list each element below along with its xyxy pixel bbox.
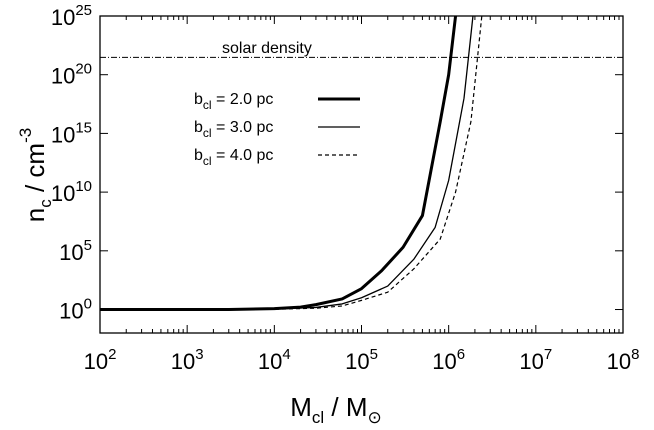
y-axis-title: nc / cm-3 (16, 128, 55, 222)
legend-label-2: bcl = 3.0 pc (194, 119, 273, 140)
series-layer (100, 16, 483, 312)
y-tick-label: 1020 (51, 61, 92, 89)
legend-label-1: bcl = 2.0 pc (194, 91, 273, 112)
x-tick-label: 102 (84, 346, 117, 374)
x-tick-label: 105 (345, 346, 378, 374)
legend: bcl = 2.0 pc bcl = 3.0 pc bcl = 4.0 pc (194, 91, 360, 168)
y-tick-label: 100 (59, 296, 92, 324)
x-axis-title: Mcl / M⊙ (290, 392, 382, 427)
y-tick-labels: 100 105 1010 1015 1020 1025 (51, 2, 92, 324)
y-tick-label: 105 (59, 237, 92, 265)
legend-label-3: bcl = 4.0 pc (194, 147, 273, 168)
x-tick-label: 107 (519, 346, 552, 374)
x-tick-labels: 102 103 104 105 106 107 108 (84, 346, 640, 374)
sun-symbol: ⊙ (368, 408, 382, 427)
x-tick-label: 106 (432, 346, 465, 374)
x-tick-label: 108 (607, 346, 640, 374)
series-line-1 (100, 16, 458, 312)
plot-frame (99, 15, 624, 334)
x-tick-label: 103 (171, 346, 204, 374)
series-line-3 (100, 16, 483, 311)
x-tick-label: 104 (258, 346, 291, 374)
y-tick-label: 1015 (51, 119, 92, 147)
y-tick-label: 1025 (51, 2, 92, 30)
solar-density-label: solar density (222, 40, 312, 57)
series-line-2 (100, 16, 474, 311)
ticks-layer (99, 15, 624, 333)
y-tick-label: 1010 (51, 178, 92, 206)
